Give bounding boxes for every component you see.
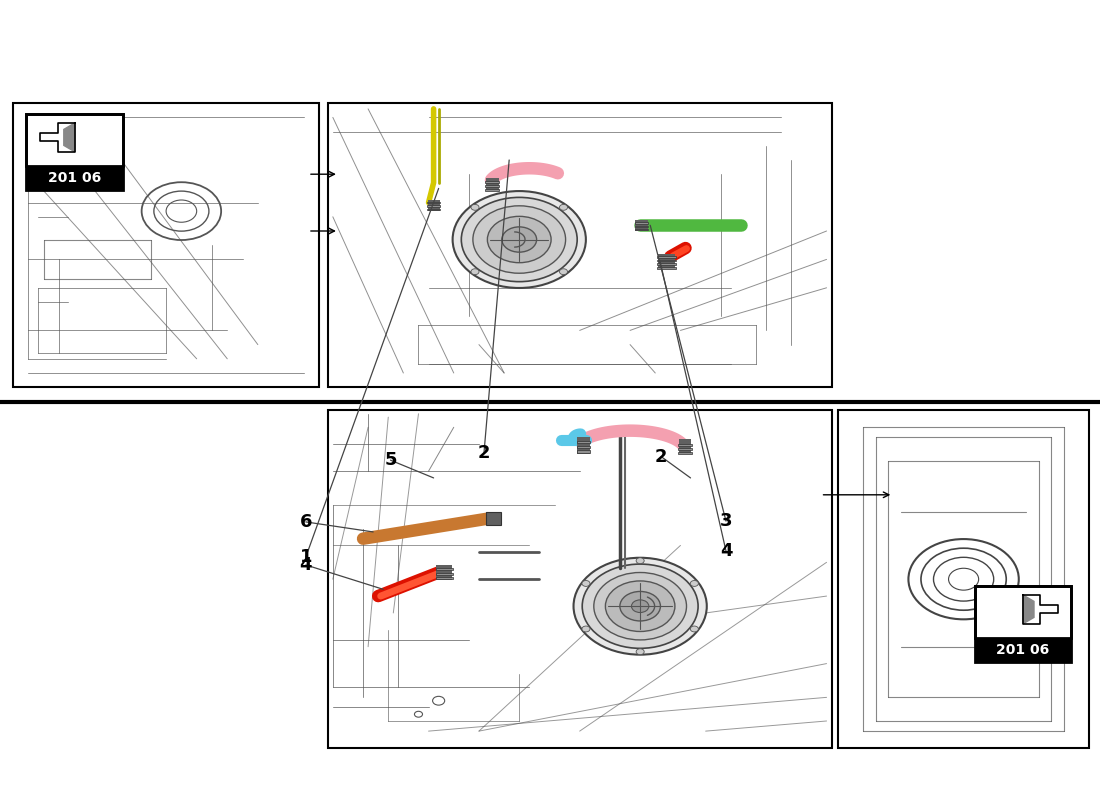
Circle shape [502, 227, 537, 252]
Circle shape [636, 649, 645, 654]
Bar [26, 166, 123, 190]
Bar [658, 267, 675, 269]
Text: 3: 3 [719, 512, 733, 530]
Circle shape [471, 205, 478, 210]
Text: 2: 2 [477, 443, 491, 462]
Bar [26, 114, 123, 190]
Polygon shape [40, 123, 75, 152]
Text: 1: 1 [299, 548, 312, 566]
Circle shape [452, 191, 586, 288]
Polygon shape [64, 123, 75, 152]
Bar [485, 185, 499, 187]
Bar [975, 586, 1071, 638]
Circle shape [582, 581, 590, 586]
Bar [975, 638, 1071, 662]
Bar [427, 206, 440, 207]
Circle shape [620, 591, 660, 621]
Text: aParts Diagram: aParts Diagram [509, 474, 701, 553]
Circle shape [605, 581, 675, 631]
Circle shape [473, 206, 565, 274]
Bar [658, 260, 675, 262]
Circle shape [471, 269, 478, 274]
Circle shape [573, 558, 707, 654]
Bar [436, 565, 452, 580]
FancyBboxPatch shape [13, 103, 319, 387]
Bar [635, 220, 648, 231]
Bar [679, 452, 692, 454]
FancyBboxPatch shape [838, 410, 1089, 748]
Text: 201 06: 201 06 [997, 643, 1049, 657]
Text: 4: 4 [299, 556, 312, 574]
Bar [486, 178, 498, 191]
Bar [679, 444, 692, 446]
Bar [658, 263, 675, 265]
Bar [576, 441, 591, 443]
Bar [576, 446, 591, 448]
Bar [428, 200, 440, 211]
Bar [436, 577, 453, 579]
Circle shape [461, 198, 578, 282]
Circle shape [487, 216, 551, 262]
Bar [975, 586, 1071, 662]
Polygon shape [1023, 595, 1034, 624]
FancyBboxPatch shape [328, 410, 832, 748]
Bar [486, 512, 500, 525]
Circle shape [691, 581, 698, 586]
Text: 5: 5 [384, 451, 397, 469]
Bar [485, 181, 499, 183]
Text: 201 06: 201 06 [48, 171, 101, 185]
Bar [658, 256, 675, 258]
Text: aParts Diagram: aParts Diagram [509, 246, 701, 325]
Bar [679, 448, 692, 450]
Circle shape [582, 626, 590, 632]
Bar [576, 450, 591, 453]
Circle shape [631, 600, 649, 613]
Bar [485, 189, 499, 191]
Bar [427, 202, 440, 203]
Bar [427, 209, 440, 210]
Bar [658, 254, 675, 270]
Bar [578, 438, 590, 454]
Text: 4: 4 [719, 542, 733, 560]
Circle shape [560, 269, 568, 274]
Bar [635, 229, 648, 230]
Polygon shape [1023, 595, 1058, 624]
Bar [436, 573, 453, 575]
Text: 2: 2 [654, 447, 668, 466]
Bar [635, 226, 648, 227]
Bar [486, 512, 502, 525]
Circle shape [691, 626, 698, 632]
Circle shape [582, 564, 698, 648]
Bar [635, 222, 648, 224]
FancyBboxPatch shape [328, 103, 832, 387]
Circle shape [594, 573, 686, 640]
Circle shape [560, 205, 568, 210]
Bar [679, 439, 692, 454]
Bar [26, 114, 123, 166]
Circle shape [636, 558, 645, 564]
Text: 6: 6 [299, 513, 312, 531]
Bar [436, 568, 453, 570]
